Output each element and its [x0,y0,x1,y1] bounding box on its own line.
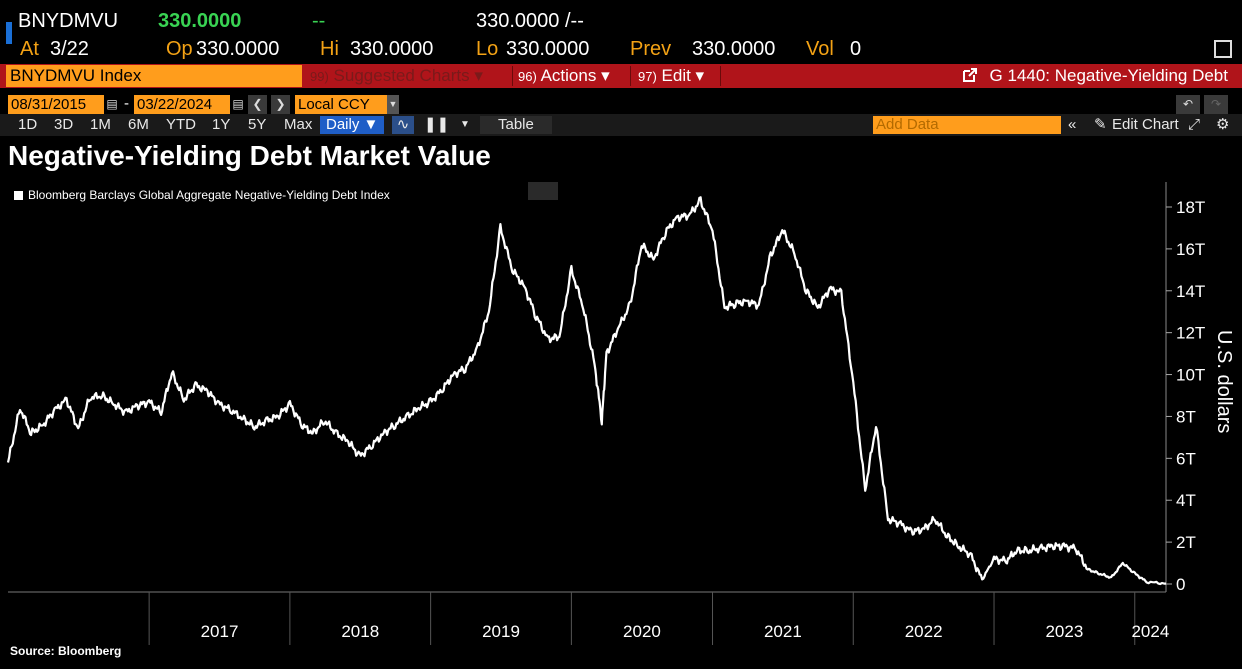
prev-value: 330.0000 [692,38,776,60]
legend-swatch [14,191,23,201]
export-icon[interactable] [1214,40,1232,58]
actions-number: 96) [518,69,537,84]
line-chart-icon[interactable]: ∿ [392,116,414,134]
resize-icon[interactable]: ⤢ [1188,116,1201,133]
chart-title: Negative-Yielding Debt Market Value [8,140,491,171]
end-date-input[interactable]: 03/22/2024 [134,95,230,114]
security-field[interactable]: BNYDMVU Index [6,65,302,87]
launch-icon[interactable] [962,67,978,83]
y-tick-label: 18T [1176,198,1205,217]
calendar-icon[interactable]: ▤ [231,95,245,114]
chart-type-toggle[interactable] [528,182,558,200]
next-period-button[interactable]: ❯ [271,95,290,114]
calendar-icon[interactable]: ▤ [105,95,119,114]
bid-ask: 330.0000 /-- [476,10,584,32]
x-tick-label: 2017 [201,622,239,641]
suggested-charts-number: 99) [310,69,329,84]
low-value: 330.0000 [506,38,590,60]
y-tick-label: 2T [1176,533,1196,552]
divider [512,66,513,86]
suggested-charts-label: Suggested Charts ▾ [333,66,483,85]
date-dash: - [124,95,129,112]
actions-label: Actions ▾ [540,66,610,85]
range-button-6m[interactable]: 6M [128,116,149,133]
x-tick-label: 2018 [341,622,379,641]
y-axis-label: U.S. dollars [1213,330,1235,433]
y-tick-label: 6T [1176,449,1196,468]
legend[interactable]: Bloomberg Barclays Global Aggregate Nega… [14,188,390,202]
period-select[interactable]: Daily ▼ [320,116,385,134]
stats-line: At 3/22 Op 330.0000 Hi 330.0000 Lo 330.0… [0,38,1242,62]
source-note: Source: Bloomberg [10,644,122,658]
high-label: Hi [320,38,339,60]
range-toolbar: 1D 3D 1M 6M YTD 1Y 5Y Max Daily ▼ ∿ ❚❚ ▼… [0,114,1242,136]
x-tick-label: 2019 [482,622,520,641]
y-tick-label: 4T [1176,491,1196,510]
suggested-charts-menu[interactable]: 99) Suggested Charts ▾ [310,65,483,87]
net-change: -- [312,10,326,32]
open-label: Op [166,38,193,60]
chart-function-label: G 1440: Negative-Yielding Debt [989,66,1228,85]
table-button[interactable]: Table [480,116,552,134]
y-tick-label: 16T [1176,240,1205,259]
edit-chart-button[interactable]: Edit Chart [1112,116,1179,133]
open-value: 330.0000 [196,38,280,60]
divider [630,66,631,86]
range-button-ytd[interactable]: YTD [166,116,196,133]
at-label: At [20,38,39,60]
start-date-input[interactable]: 08/31/2015 [8,95,104,114]
edit-number: 97) [638,69,657,84]
high-value: 330.0000 [350,38,434,60]
edit-label: Edit ▾ [661,66,705,85]
collapse-icon[interactable]: « [1068,116,1077,133]
legend-label: Bloomberg Barclays Global Aggregate Nega… [28,188,390,202]
at-value: 3/22 [50,38,89,60]
security-marker [6,22,12,44]
y-tick-label: 10T [1176,366,1205,385]
edit-menu[interactable]: 97) Edit ▾ [638,65,704,87]
currency-select[interactable]: Local CCY [295,95,387,114]
x-tick-label: 2024 [1131,622,1169,641]
x-tick-label: 2021 [764,622,802,641]
pencil-icon[interactable]: ✎ [1094,116,1107,133]
series-line [6,196,1166,586]
add-data-input[interactable]: Add Data [873,116,1061,134]
x-tick-label: 2022 [905,622,943,641]
range-button-1m[interactable]: 1M [90,116,111,133]
redo-icon[interactable]: ↷ [1204,95,1228,114]
range-button-5y[interactable]: 5Y [248,116,267,133]
prev-label: Prev [630,38,672,60]
x-tick-label: 2023 [1045,622,1083,641]
range-button-3d[interactable]: 3D [54,116,74,133]
chart-function-title: G 1440: Negative-Yielding Debt [962,65,1228,87]
range-button-1y[interactable]: 1Y [212,116,231,133]
command-bar: BNYDMVU Index 99) Suggested Charts ▾ 96)… [0,64,1242,88]
quote-line: BNYDMVU 330.0000 -- 330.0000 /-- [0,10,1242,44]
y-tick-label: 14T [1176,282,1205,301]
chevron-down-icon[interactable]: ▼ [460,119,470,130]
y-tick-label: 0 [1176,575,1185,594]
divider [720,66,721,86]
ticker: BNYDMVU [18,10,119,32]
volume-label: Vol [806,38,834,60]
range-button-1d[interactable]: 1D [18,116,38,133]
y-tick-label: 8T [1176,407,1196,426]
undo-icon[interactable]: ↶ [1176,95,1200,114]
chevron-down-icon[interactable]: ▼ [387,95,399,114]
date-range-row: 08/31/2015 ▤ - 03/22/2024 ▤ ❮ ❯ Local CC… [0,94,1242,116]
candlestick-icon[interactable]: ❚❚ [424,116,450,133]
y-tick-label: 12T [1176,324,1205,343]
prev-period-button[interactable]: ❮ [248,95,267,114]
range-button-max[interactable]: Max [284,116,313,133]
x-tick-label: 2020 [623,622,661,641]
actions-menu[interactable]: 96) Actions ▾ [518,65,610,87]
gear-icon[interactable]: ⚙ [1216,116,1230,133]
volume-value: 0 [850,38,862,60]
last-price: 330.0000 [158,10,242,32]
low-label: Lo [476,38,499,60]
